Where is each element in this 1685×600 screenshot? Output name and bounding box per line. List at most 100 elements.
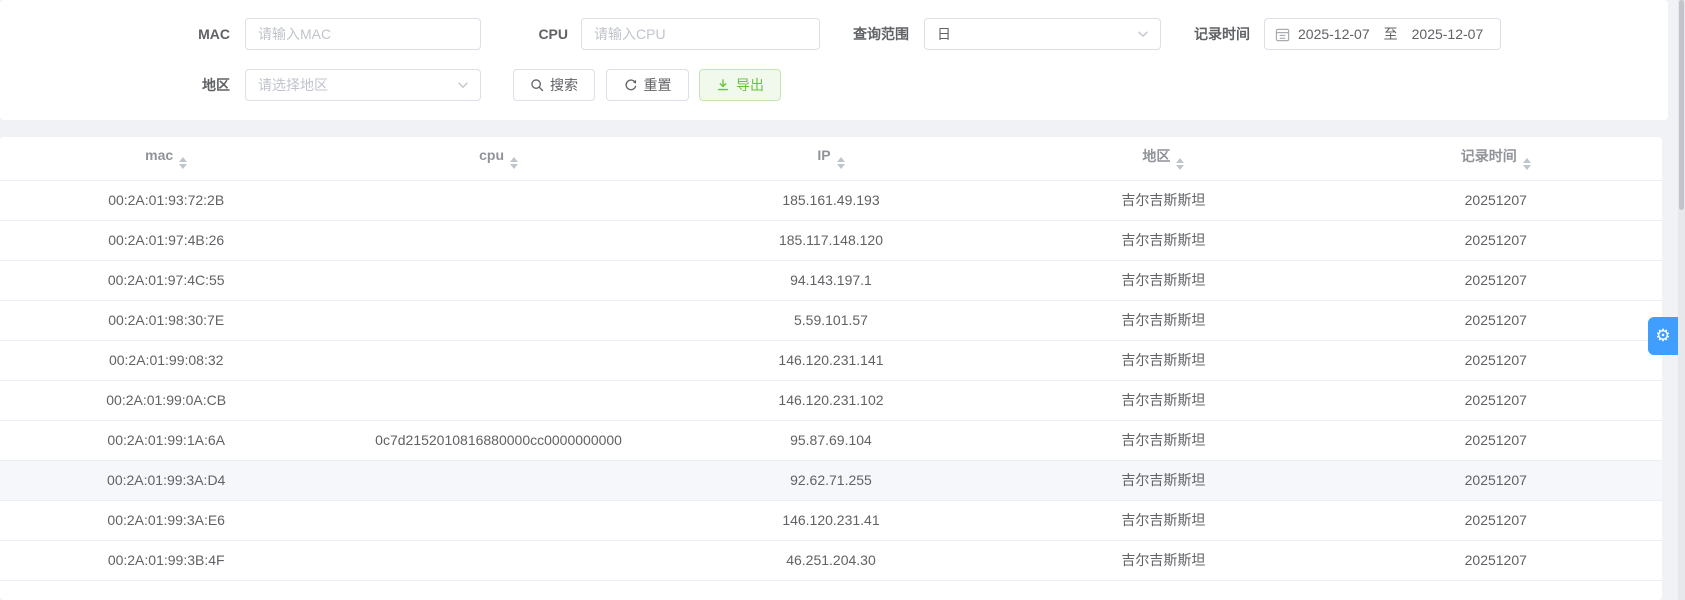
table-row[interactable]: 00:2A:01:99:1A:6A 0c7d2152010816880000cc… [0, 420, 1662, 461]
cell-region: 吉尔吉斯斯坦 [997, 340, 1330, 381]
column-header-mac[interactable]: mac [0, 137, 333, 181]
cell-mac: 00:2A:01:99:08:32 [0, 340, 333, 381]
query-range-select[interactable]: 日 [924, 18, 1161, 50]
cell-ip: 5.59.101.57 [664, 300, 998, 341]
sort-icon[interactable] [510, 157, 519, 170]
cell-mac: 00:2A:01:99:1A:6A [0, 420, 333, 461]
search-icon [530, 78, 544, 92]
column-header-ip[interactable]: IP [664, 137, 998, 181]
cell-record-time: 20251207 [1329, 500, 1662, 541]
cell-record-time: 20251207 [1329, 420, 1662, 461]
cpu-label: CPU [538, 26, 568, 42]
cell-cpu [332, 300, 665, 341]
cell-region: 吉尔吉斯斯坦 [997, 180, 1330, 221]
cell-region: 吉尔吉斯斯坦 [997, 380, 1330, 421]
records-table-panel: mac cpu IP 地区 记录时间 00:2A:01:93:72:2B 185… [0, 137, 1662, 600]
cell-cpu [332, 340, 665, 381]
table-row[interactable]: 00:2A:01:93:72:2B 185.161.49.193 吉尔吉斯斯坦 … [0, 180, 1662, 221]
filter-panel: MAC CPU 查询范围 日 记录时间 2025-12-07 至 2025-12… [0, 0, 1668, 120]
table-row[interactable]: 00:2A:01:99:0A:CB 146.120.231.102 吉尔吉斯斯坦… [0, 380, 1662, 421]
record-time-label: 记录时间 [1194, 26, 1250, 42]
cell-region: 吉尔吉斯斯坦 [997, 420, 1330, 461]
cell-ip: 185.117.148.120 [664, 220, 998, 261]
query-range-label: 查询范围 [853, 26, 909, 42]
scrollbar-thumb[interactable] [1679, 0, 1684, 210]
cell-record-time: 20251207 [1329, 260, 1662, 301]
mac-input[interactable] [245, 18, 481, 50]
region-placeholder: 请选择地区 [258, 77, 328, 93]
reset-button-label: 重置 [643, 77, 672, 93]
cell-region: 吉尔吉斯斯坦 [997, 460, 1330, 501]
record-time-end[interactable]: 2025-12-07 [1411, 26, 1484, 42]
column-header-record-time[interactable]: 记录时间 [1329, 137, 1662, 181]
mac-label: MAC [198, 26, 230, 42]
cell-record-time: 20251207 [1329, 380, 1662, 421]
sort-icon[interactable] [1522, 158, 1531, 171]
cell-ip: 95.87.69.104 [664, 420, 998, 461]
export-button-label: 导出 [736, 77, 764, 93]
cell-mac: 00:2A:01:93:72:2B [0, 180, 333, 221]
cell-region: 吉尔吉斯斯坦 [997, 540, 1330, 581]
cell-cpu [332, 500, 665, 541]
cpu-input[interactable] [581, 18, 820, 50]
cell-mac: 00:2A:01:99:0A:CB [0, 380, 333, 421]
search-button[interactable]: 搜索 [513, 69, 595, 101]
cell-cpu [332, 540, 665, 581]
cell-cpu [332, 260, 665, 301]
cell-cpu: 0c7d2152010816880000cc0000000000 [332, 420, 665, 461]
record-time-start[interactable]: 2025-12-07 [1298, 26, 1370, 42]
cell-record-time: 20251207 [1329, 180, 1662, 221]
cell-record-time: 20251207 [1329, 300, 1662, 341]
table-row[interactable]: 00:2A:01:97:4B:26 185.117.148.120 吉尔吉斯斯坦… [0, 220, 1662, 261]
table-row[interactable]: 00:2A:01:99:3A:E6 146.120.231.41 吉尔吉斯斯坦 … [0, 500, 1662, 541]
cell-region: 吉尔吉斯斯坦 [997, 500, 1330, 541]
cell-record-time: 20251207 [1329, 540, 1662, 581]
gear-icon: ⚙ [1655, 326, 1671, 345]
cell-mac: 00:2A:01:98:30:7E [0, 300, 333, 341]
reset-button[interactable]: 重置 [606, 69, 689, 101]
page-scrollbar[interactable] [1678, 0, 1685, 600]
table-row[interactable]: 00:2A:01:99:08:32 146.120.231.141 吉尔吉斯斯坦… [0, 340, 1662, 381]
chevron-down-icon [456, 78, 470, 92]
cell-region: 吉尔吉斯斯坦 [997, 260, 1330, 301]
record-time-range-picker[interactable]: 2025-12-07 至 2025-12-07 [1264, 18, 1501, 50]
sort-icon[interactable] [1176, 158, 1185, 171]
table-row-highlighted[interactable]: 00:2A:01:99:3A:D4 92.62.71.255 吉尔吉斯斯坦 20… [0, 460, 1662, 501]
sort-icon[interactable] [179, 157, 188, 170]
cell-cpu [332, 180, 665, 221]
cell-record-time: 20251207 [1329, 340, 1662, 381]
download-icon [716, 78, 730, 92]
cell-ip: 146.120.231.141 [664, 340, 998, 381]
cell-cpu [332, 380, 665, 421]
cell-region: 吉尔吉斯斯坦 [997, 300, 1330, 341]
settings-fab-button[interactable]: ⚙ [1648, 317, 1678, 355]
calendar-icon [1275, 27, 1290, 42]
cell-mac: 00:2A:01:99:3B:4F [0, 540, 333, 581]
cell-ip: 146.120.231.41 [664, 500, 998, 541]
cell-record-time: 20251207 [1329, 460, 1662, 501]
sort-icon[interactable] [836, 157, 845, 170]
table-row[interactable]: 00:2A:01:99:3B:4F 46.251.204.30 吉尔吉斯斯坦 2… [0, 540, 1662, 581]
cell-record-time: 20251207 [1329, 220, 1662, 261]
chevron-down-icon [1136, 27, 1150, 41]
record-time-separator: 至 [1383, 26, 1398, 42]
cell-mac: 00:2A:01:99:3A:E6 [0, 500, 333, 541]
column-header-cpu[interactable]: cpu [332, 137, 665, 181]
records-table: mac cpu IP 地区 记录时间 00:2A:01:93:72:2B 185… [0, 137, 1662, 581]
cell-ip: 185.161.49.193 [664, 180, 998, 221]
table-row[interactable]: 00:2A:01:97:4C:55 94.143.197.1 吉尔吉斯斯坦 20… [0, 260, 1662, 301]
region-label: 地区 [202, 77, 230, 93]
search-button-label: 搜索 [550, 77, 578, 93]
cell-ip: 46.251.204.30 [664, 540, 998, 581]
cell-mac: 00:2A:01:97:4C:55 [0, 260, 333, 301]
table-row[interactable]: 00:2A:01:98:30:7E 5.59.101.57 吉尔吉斯斯坦 202… [0, 300, 1662, 341]
cell-ip: 94.143.197.1 [664, 260, 998, 301]
column-header-region[interactable]: 地区 [997, 137, 1330, 181]
cell-ip: 146.120.231.102 [664, 380, 998, 421]
cell-ip: 92.62.71.255 [664, 460, 998, 501]
export-button[interactable]: 导出 [699, 69, 781, 101]
query-range-value: 日 [937, 26, 951, 42]
cell-cpu [332, 220, 665, 261]
region-select[interactable]: 请选择地区 [245, 69, 481, 101]
cell-region: 吉尔吉斯斯坦 [997, 220, 1330, 261]
